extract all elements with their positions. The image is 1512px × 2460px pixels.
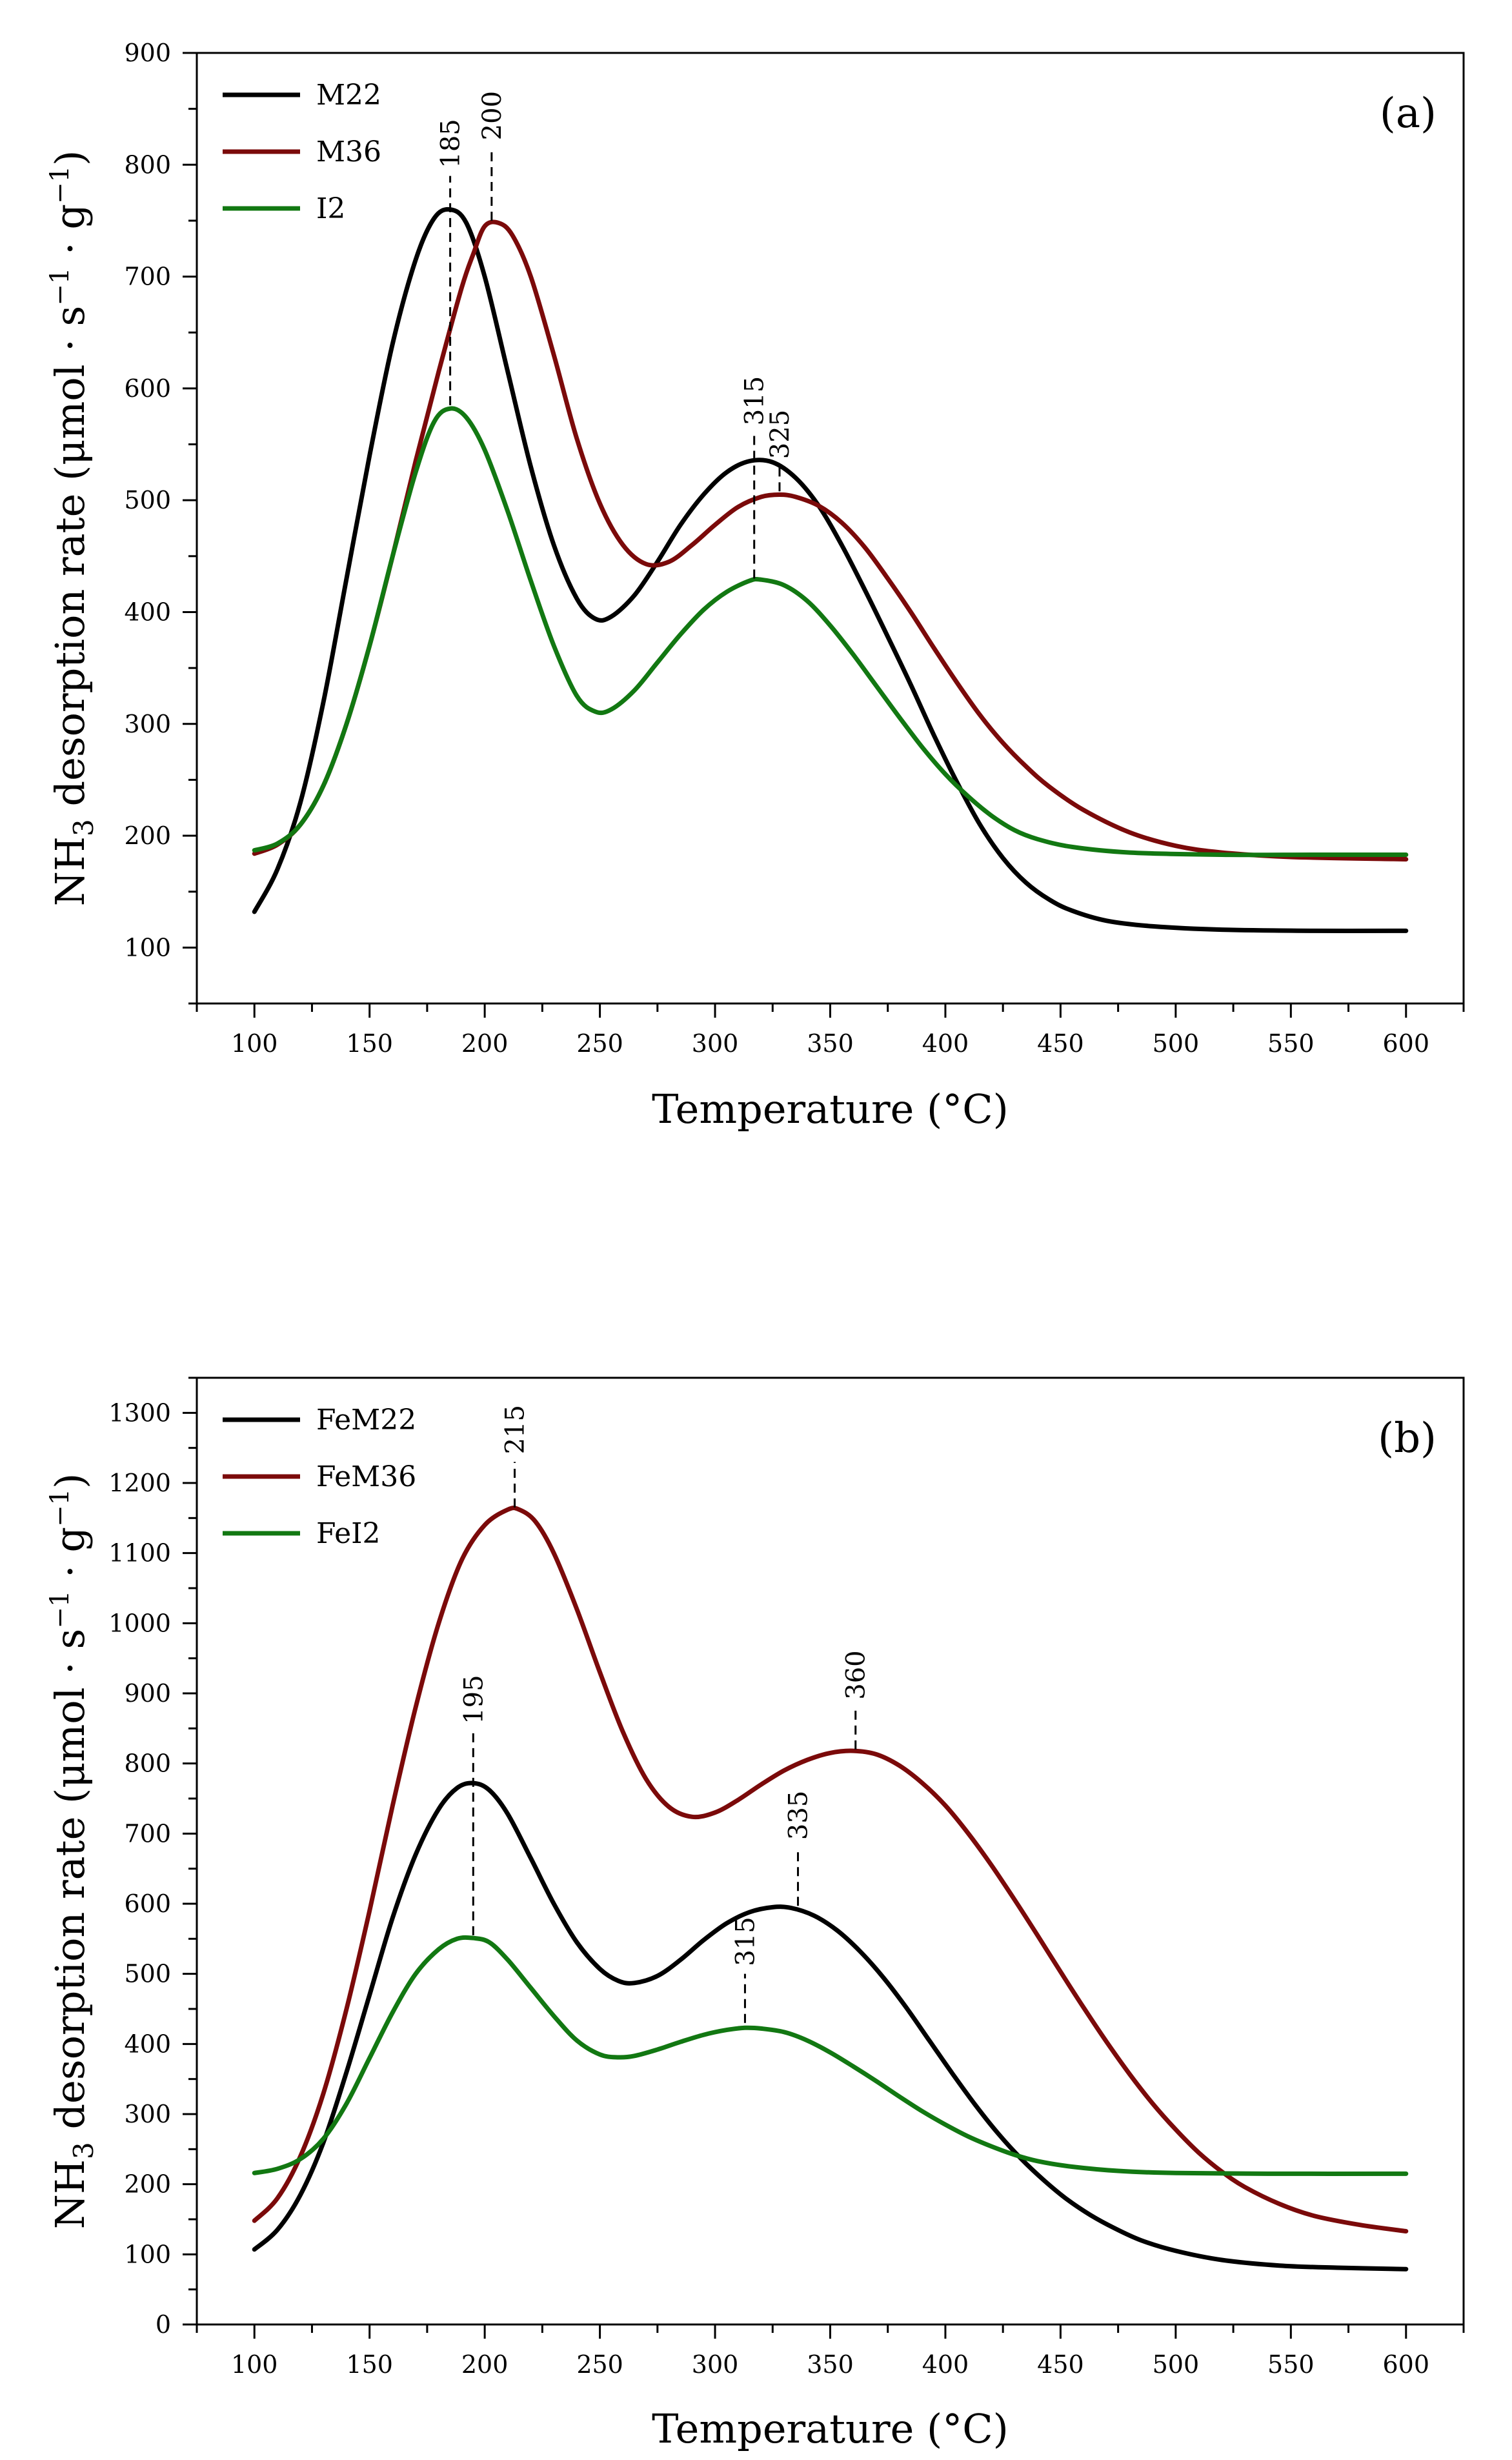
peak-label: 185 bbox=[436, 119, 466, 168]
peak-label: 335 bbox=[784, 1791, 814, 1840]
peak-label: 195 bbox=[459, 1675, 489, 1724]
y-tick-label: 200 bbox=[124, 2170, 171, 2199]
x-tick-label: 150 bbox=[346, 2350, 393, 2379]
legend-label: FeI2 bbox=[316, 1517, 381, 1550]
y-tick-label: 300 bbox=[124, 2100, 171, 2128]
y-tick-label: 600 bbox=[124, 374, 171, 403]
peak-label: 200 bbox=[478, 91, 507, 140]
y-tick-label: 800 bbox=[124, 1749, 171, 1778]
x-tick-label: 300 bbox=[692, 1029, 739, 1058]
legend-label: M22 bbox=[316, 79, 381, 112]
x-tick-label: 450 bbox=[1037, 1029, 1084, 1058]
chart-panel-2: 100 150 200 250 300 350 400 450 500 550 600 0 100 200… bbox=[45, 1376, 1465, 2452]
panel-label: (a) bbox=[1380, 90, 1436, 137]
x-tick-label: 500 bbox=[1153, 2350, 1200, 2379]
x-tick-label: 250 bbox=[576, 2350, 623, 2379]
x-tick-label: 450 bbox=[1037, 2350, 1084, 2379]
y-tick-label: 1200 bbox=[108, 1469, 171, 1497]
series-line-fei2 bbox=[252, 1935, 1409, 2176]
chart-panel-1: 100 150 200 250 300 350 400 450 500 550 600 100 200 3… bbox=[45, 39, 1465, 1133]
x-axis-title: Temperature (°C) bbox=[652, 1085, 1009, 1133]
x-tick-label: 400 bbox=[922, 1029, 969, 1058]
x-tick-label: 550 bbox=[1267, 1029, 1315, 1058]
y-tick-label: 100 bbox=[124, 2240, 171, 2268]
y-axis-title: NH3 desorption rate (μmol · s−1 · g−1) bbox=[45, 1473, 99, 2230]
x-tick-label: 600 bbox=[1383, 2350, 1430, 2379]
y-tick-label: 400 bbox=[124, 598, 171, 626]
peak-label: 315 bbox=[731, 1917, 760, 1966]
plot-frame bbox=[196, 1376, 1465, 2326]
peak-label: 325 bbox=[765, 410, 795, 459]
y-tick-label: 500 bbox=[124, 486, 171, 514]
y-tick-label: 600 bbox=[124, 1890, 171, 1918]
x-tick-label: 200 bbox=[461, 1029, 509, 1058]
x-tick-label: 600 bbox=[1383, 1029, 1430, 1058]
y-tick-label: 1100 bbox=[108, 1539, 171, 1568]
y-tick-label: 700 bbox=[124, 1819, 171, 1848]
y-tick-label: 100 bbox=[124, 933, 171, 962]
legend-label: FeM36 bbox=[316, 1460, 416, 1493]
series-line-i2 bbox=[252, 406, 1409, 858]
peak-label: 215 bbox=[501, 1405, 530, 1454]
x-tick-label: 250 bbox=[576, 1029, 623, 1058]
x-tick-label: 400 bbox=[922, 2350, 969, 2379]
legend-label: M36 bbox=[316, 136, 381, 168]
y-tick-label: 300 bbox=[124, 710, 171, 738]
y-tick-label: 200 bbox=[124, 822, 171, 850]
x-tick-label: 350 bbox=[807, 1029, 854, 1058]
y-tick-label: 1300 bbox=[108, 1398, 171, 1427]
y-tick-label: 0 bbox=[156, 2310, 171, 2339]
y-tick-label: 400 bbox=[124, 2030, 171, 2058]
peak-label: 360 bbox=[842, 1650, 871, 1699]
x-tick-label: 100 bbox=[231, 2350, 278, 2379]
peak-label: 315 bbox=[740, 376, 770, 425]
x-tick-label: 100 bbox=[231, 1029, 278, 1058]
x-tick-label: 550 bbox=[1267, 2350, 1315, 2379]
legend-label: I2 bbox=[316, 192, 345, 225]
x-tick-label: 350 bbox=[807, 2350, 854, 2379]
x-tick-label: 500 bbox=[1153, 1029, 1200, 1058]
y-axis-title: NH3 desorption rate (μmol · s−1 · g−1) bbox=[45, 150, 99, 907]
legend-label: FeM22 bbox=[316, 1404, 416, 1437]
series-line-m22 bbox=[252, 207, 1409, 933]
x-tick-label: 150 bbox=[346, 1029, 393, 1058]
series-line-fem22 bbox=[252, 1780, 1409, 2272]
y-tick-label: 700 bbox=[124, 263, 171, 291]
y-tick-label: 1000 bbox=[108, 1609, 171, 1637]
panel-label: (b) bbox=[1378, 1415, 1436, 1462]
y-tick-label: 900 bbox=[124, 39, 171, 67]
x-tick-label: 300 bbox=[692, 2350, 739, 2379]
y-tick-label: 900 bbox=[124, 1679, 171, 1708]
series-line-fem36 bbox=[252, 1506, 1409, 2233]
x-tick-label: 200 bbox=[461, 2350, 509, 2379]
y-tick-label: 800 bbox=[124, 150, 171, 179]
y-tick-label: 500 bbox=[124, 1960, 171, 1988]
series-line-m36 bbox=[252, 219, 1409, 862]
x-axis-title: Temperature (°C) bbox=[652, 2405, 1009, 2452]
